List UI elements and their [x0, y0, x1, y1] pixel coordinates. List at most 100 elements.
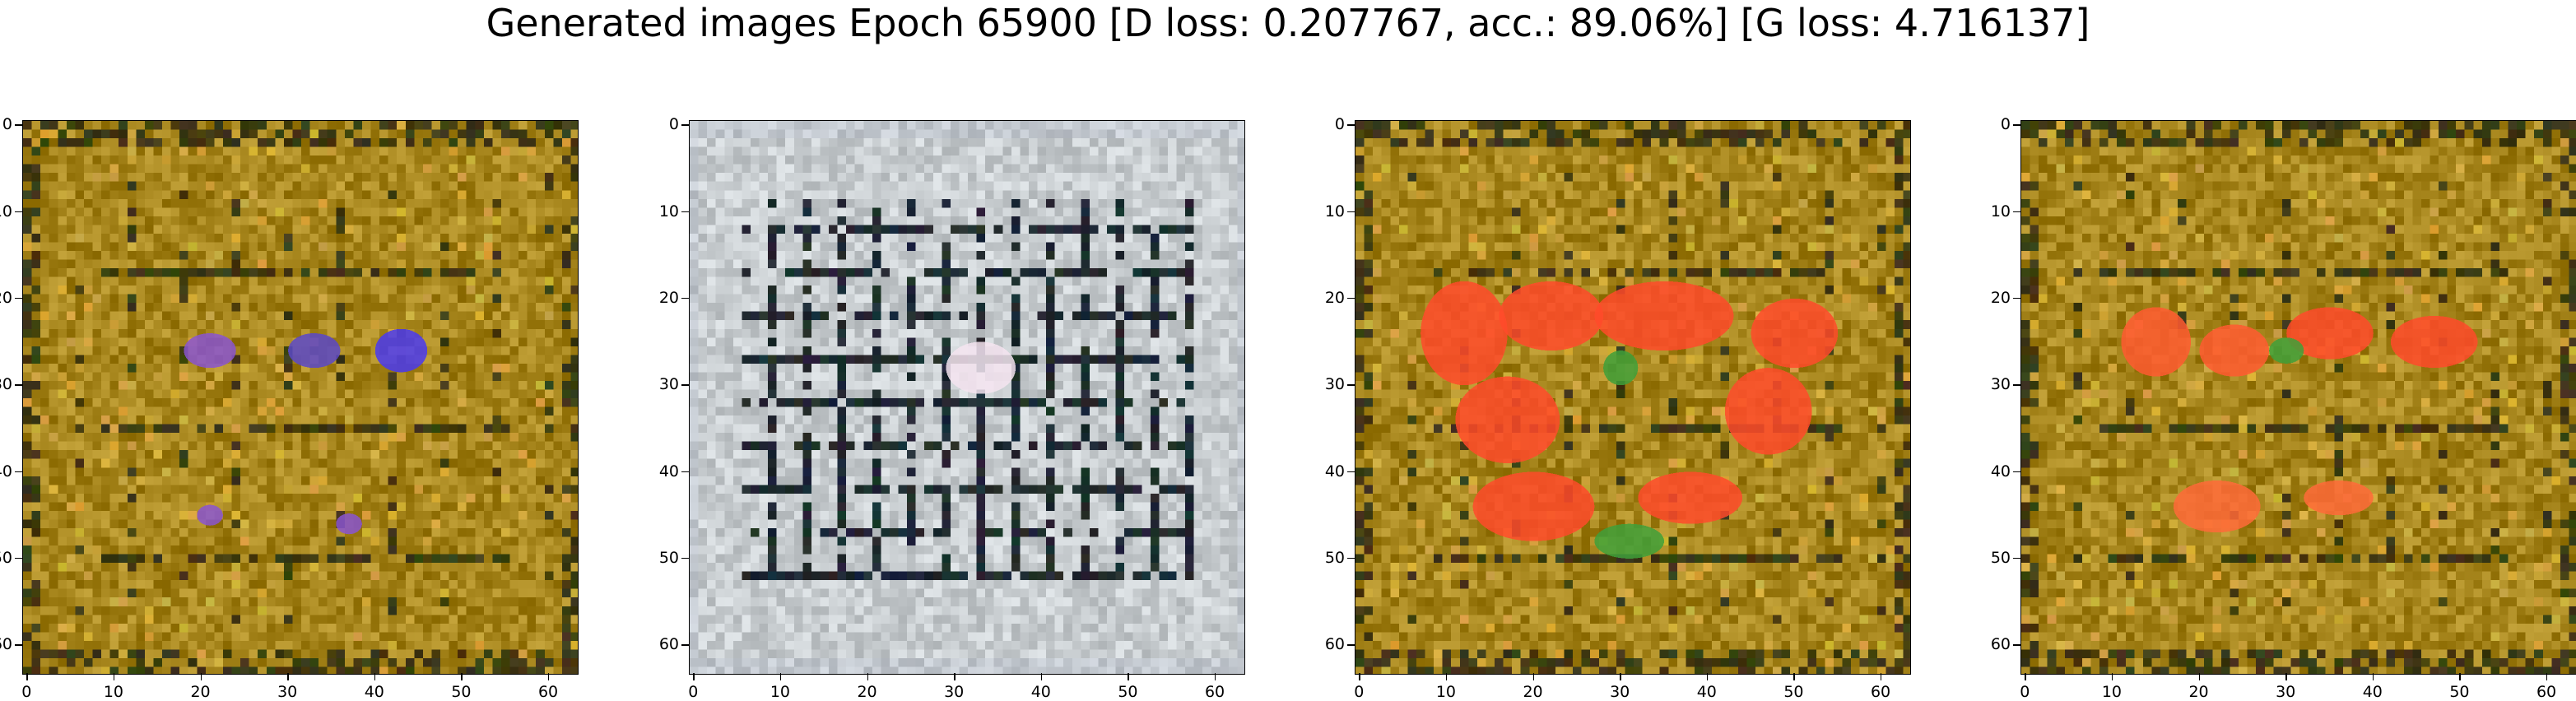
- x-tick-label: 0: [2000, 683, 2049, 701]
- y-tick: [15, 558, 22, 559]
- y-tick: [2013, 471, 2020, 472]
- x-tick-label: 0: [1334, 683, 1383, 701]
- x-tick-label: 0: [2, 683, 51, 701]
- x-tick: [693, 673, 694, 680]
- x-tick-label: 10: [89, 683, 138, 701]
- y-tick-label: 20: [0, 289, 12, 307]
- y-tick-label: 20: [639, 289, 679, 307]
- color-blob: [1603, 350, 1638, 385]
- color-blob: [1421, 281, 1508, 385]
- y-tick: [1347, 211, 1355, 212]
- y-tick-label: 50: [1971, 549, 2011, 567]
- y-tick: [1347, 644, 1355, 645]
- x-tick-label: 10: [756, 683, 805, 701]
- x-tick-label: 60: [1190, 683, 1239, 701]
- x-tick-label: 20: [176, 683, 226, 701]
- x-tick-label: 40: [1682, 683, 1732, 701]
- x-tick-label: 10: [2087, 683, 2137, 701]
- color-blob: [2269, 337, 2304, 364]
- color-blob: [1473, 472, 1595, 541]
- color-blob: [1751, 299, 1839, 368]
- color-blob: [946, 342, 1016, 394]
- x-tick: [867, 673, 868, 680]
- x-tick: [2546, 673, 2547, 680]
- y-tick-label: 50: [1305, 549, 1345, 567]
- x-tick: [26, 673, 27, 680]
- y-tick-label: 0: [1305, 115, 1345, 133]
- y-tick: [681, 558, 689, 559]
- y-tick-label: 60: [639, 635, 679, 653]
- y-tick-label: 0: [1971, 115, 2011, 133]
- y-tick: [15, 211, 22, 212]
- y-tick-label: 20: [1971, 289, 2011, 307]
- y-tick-label: 30: [639, 375, 679, 393]
- y-tick-label: 0: [0, 115, 12, 133]
- y-tick-label: 40: [1971, 462, 2011, 480]
- y-tick-label: 50: [0, 549, 12, 567]
- x-tick-label: 50: [436, 683, 486, 701]
- x-tick-label: 60: [523, 683, 573, 701]
- y-tick-label: 30: [0, 375, 12, 393]
- y-tick: [15, 298, 22, 299]
- generated-image-2: [690, 121, 1245, 675]
- y-tick: [681, 471, 689, 472]
- y-tick-label: 40: [1305, 462, 1345, 480]
- y-tick: [681, 124, 689, 125]
- y-tick: [15, 384, 22, 385]
- y-tick: [2013, 124, 2020, 125]
- x-tick: [287, 673, 288, 680]
- x-tick-label: 50: [2434, 683, 2484, 701]
- color-blob: [2200, 325, 2270, 377]
- color-blob: [1595, 281, 1734, 350]
- y-tick: [1347, 384, 1355, 385]
- y-tick: [2013, 644, 2020, 645]
- x-tick: [2199, 673, 2200, 680]
- color-blob: [2174, 480, 2261, 532]
- x-tick: [2373, 673, 2374, 680]
- x-tick-label: 60: [1856, 683, 1905, 701]
- x-tick-label: 30: [263, 683, 312, 701]
- x-tick-label: 50: [1769, 683, 1818, 701]
- x-tick: [548, 673, 549, 680]
- y-tick: [2013, 558, 2020, 559]
- y-tick: [681, 298, 689, 299]
- color-blob: [288, 333, 340, 368]
- x-tick: [1446, 673, 1447, 680]
- x-tick: [1359, 673, 1360, 680]
- image-frame: [1355, 120, 1911, 675]
- y-tick-label: 60: [1971, 635, 2011, 653]
- y-tick: [681, 211, 689, 212]
- color-blob: [1455, 377, 1560, 463]
- y-tick: [1347, 298, 1355, 299]
- y-tick-label: 0: [639, 115, 679, 133]
- x-tick: [2285, 673, 2286, 680]
- x-tick: [2459, 673, 2460, 680]
- y-tick-label: 10: [1305, 202, 1345, 221]
- image-frame: [689, 120, 1245, 675]
- y-tick: [681, 644, 689, 645]
- y-tick: [2013, 298, 2020, 299]
- color-blob: [2121, 307, 2191, 376]
- x-tick-label: 30: [929, 683, 979, 701]
- generated-image-1: [23, 121, 579, 675]
- x-tick: [1041, 673, 1042, 680]
- color-blob: [1594, 524, 1664, 559]
- y-tick: [15, 644, 22, 645]
- x-tick: [1793, 673, 1794, 680]
- color-blob: [184, 333, 235, 368]
- x-tick-label: 20: [2174, 683, 2224, 701]
- y-tick: [1347, 471, 1355, 472]
- y-tick: [1347, 124, 1355, 125]
- color-blob: [197, 505, 223, 526]
- x-tick-label: 30: [1595, 683, 1644, 701]
- x-tick: [1215, 673, 1216, 680]
- y-tick: [2013, 384, 2020, 385]
- x-tick-label: 40: [1016, 683, 1066, 701]
- y-tick: [2013, 211, 2020, 212]
- x-tick: [954, 673, 955, 680]
- image-frame: [2020, 120, 2576, 675]
